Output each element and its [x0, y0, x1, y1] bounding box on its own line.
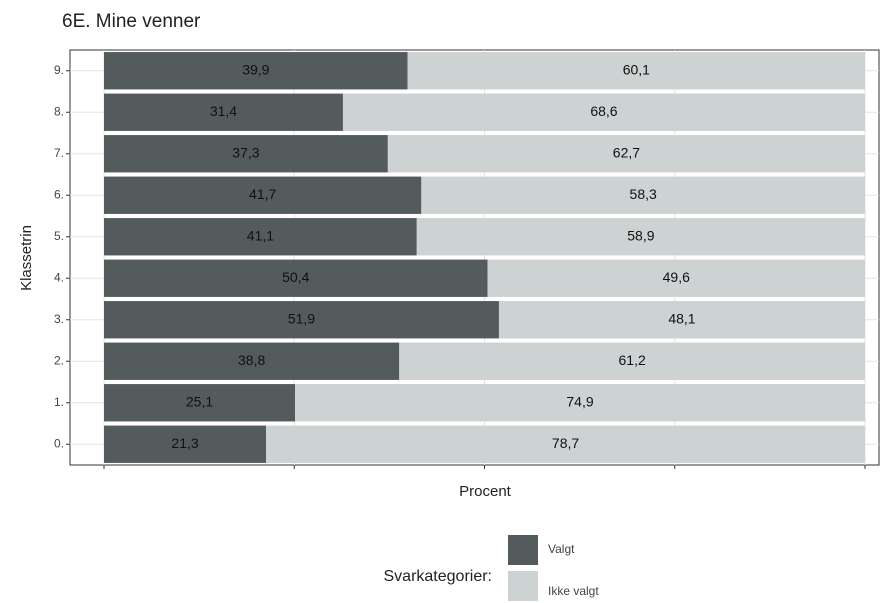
y-tick-label: 4.: [54, 270, 64, 284]
y-tick-label: 7.: [54, 146, 64, 160]
value-label: 25,1: [186, 393, 213, 409]
bar-segment: [104, 342, 400, 380]
bar-segment: [387, 135, 865, 173]
bar-segment: [416, 218, 865, 256]
value-label: 51,9: [288, 310, 315, 326]
bar-segment: [104, 384, 296, 422]
bar-segment: [104, 52, 408, 90]
legend-swatch: [508, 535, 538, 565]
bar-segment: [104, 301, 499, 339]
value-label: 62,7: [613, 144, 640, 160]
value-label: 58,9: [627, 227, 654, 243]
value-label: 38,8: [238, 352, 265, 368]
x-axis-title: Procent: [459, 483, 512, 500]
value-label: 74,9: [566, 393, 593, 409]
value-label: 61,2: [619, 352, 646, 368]
y-tick-label: 0.: [54, 436, 64, 450]
bar-segment: [342, 93, 866, 131]
y-tick-label: 8.: [54, 104, 64, 118]
bar-segment: [104, 176, 422, 214]
legend-swatch: [508, 571, 538, 601]
value-label: 60,1: [623, 61, 650, 77]
y-tick-label: 9.: [54, 63, 64, 77]
value-label: 78,7: [552, 435, 579, 451]
value-label: 49,6: [663, 269, 690, 285]
y-tick-label: 5.: [54, 229, 64, 243]
legend-label: Valgt: [548, 542, 575, 556]
bar-segment: [104, 218, 417, 256]
y-axis-title: Klassetrin: [18, 225, 35, 291]
bar-segment: [104, 425, 267, 463]
bar-segment: [104, 93, 343, 131]
bar-segment: [487, 259, 865, 297]
value-label: 31,4: [210, 103, 237, 119]
value-label: 41,7: [249, 186, 276, 202]
y-tick-label: 2.: [54, 353, 64, 367]
bar-segment: [266, 425, 865, 463]
value-label: 58,3: [630, 186, 657, 202]
bar-segment: [104, 135, 388, 173]
value-label: 37,3: [232, 144, 259, 160]
bar-segment: [295, 384, 865, 422]
bar-segment: [104, 259, 488, 297]
y-tick-label: 3.: [54, 312, 64, 326]
value-label: 39,9: [242, 61, 269, 77]
value-label: 68,6: [590, 103, 617, 119]
value-label: 50,4: [282, 269, 309, 285]
bar-segment: [399, 342, 865, 380]
y-tick-label: 1.: [54, 395, 64, 409]
value-label: 48,1: [668, 310, 695, 326]
y-tick-label: 6.: [54, 187, 64, 201]
bar-segment: [498, 301, 865, 339]
value-label: 41,1: [247, 227, 274, 243]
bar-segment: [421, 176, 865, 214]
bar-segment: [407, 52, 865, 90]
legend-title: Svarkategorier:: [384, 568, 493, 585]
chart-title: 6E. Mine venner: [62, 11, 201, 32]
value-label: 21,3: [171, 435, 198, 451]
legend-label: Ikke valgt: [548, 584, 599, 598]
